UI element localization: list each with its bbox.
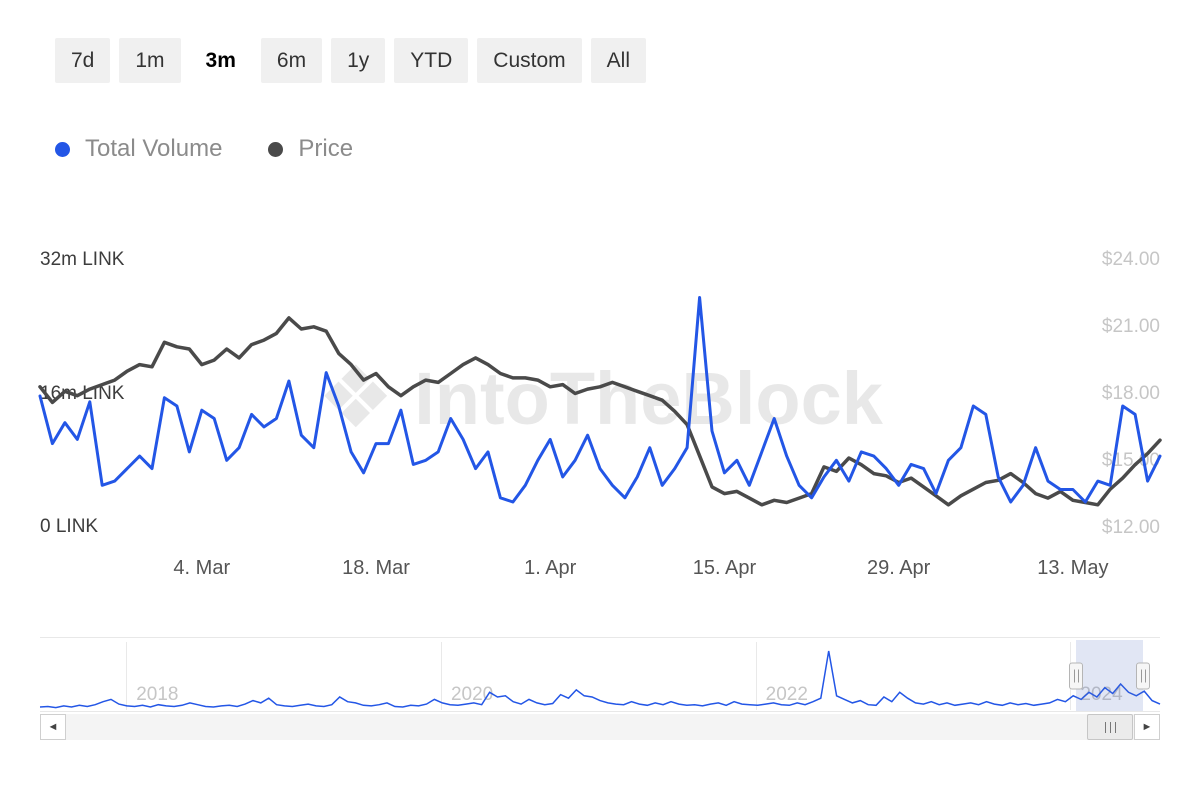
navigator-selection[interactable] <box>1069 640 1151 711</box>
price-line <box>38 316 1162 507</box>
scrollbar-right-arrow-icon[interactable]: ► <box>1134 714 1160 740</box>
x-tick-4-mar: 4. Mar <box>173 557 231 579</box>
scrollbar-track[interactable] <box>66 714 1134 740</box>
x-tick-15-apr: 15. Apr <box>692 557 757 579</box>
y-axis-right-label-21: $21.00 <box>1101 316 1160 337</box>
navigator-year-2018: 2018 <box>126 642 179 710</box>
navigator-top-border <box>40 637 1160 638</box>
y-axis-left-label-0: 0 LINK <box>40 516 99 537</box>
navigator-left-handle[interactable] <box>1069 662 1083 689</box>
navigator-year-2020: 2020 <box>440 642 493 710</box>
legend-label-total-volume: Total Volume <box>85 135 223 162</box>
y-axis-right-label-24: $24.00 <box>1101 249 1160 270</box>
legend: Total Volume Price <box>55 135 353 163</box>
range-button-3m[interactable]: 3m <box>189 38 252 83</box>
x-tick-1-apr: 1. Apr <box>524 557 577 579</box>
range-button-custom[interactable]: Custom <box>477 38 582 83</box>
range-selector: 7d 1m 3m 6m 1y YTD Custom All <box>55 38 646 83</box>
main-chart-plot-area[interactable] <box>38 260 1162 527</box>
range-button-1y[interactable]: 1y <box>331 38 386 83</box>
navigator-right-handle[interactable] <box>1136 662 1151 689</box>
range-button-6m[interactable]: 6m <box>260 38 323 83</box>
range-button-ytd[interactable]: YTD <box>394 38 469 83</box>
legend-label-price: Price <box>298 135 354 162</box>
scrollbar-left-arrow-icon[interactable]: ◄ <box>40 714 66 740</box>
y-axis-left-label-32m: 32m LINK <box>40 249 125 270</box>
scrollbar-thumb[interactable] <box>1087 714 1133 740</box>
x-tick-13-may: 13. May <box>1037 557 1109 579</box>
navigator-bottom-border <box>40 711 1160 712</box>
range-button-1m[interactable]: 1m <box>119 38 181 83</box>
navigator-chart[interactable] <box>39 648 1161 710</box>
y-axis-right-label-18: $18.00 <box>1101 383 1160 404</box>
range-button-7d[interactable]: 7d <box>55 38 111 83</box>
y-axis-right-label-12: $12.00 <box>1101 517 1160 538</box>
x-tick-29-apr: 29. Apr <box>866 557 931 579</box>
navigator-line <box>39 650 1161 709</box>
legend-item-total-volume[interactable]: Total Volume <box>55 135 222 163</box>
navigator-year-2022: 2022 <box>755 642 808 710</box>
range-button-all[interactable]: All <box>590 38 646 83</box>
legend-item-price[interactable]: Price <box>268 135 353 163</box>
x-tick-18-mar: 18. Mar <box>342 557 410 579</box>
volume-line <box>38 296 1162 504</box>
scrollbar: ◄ ► <box>40 714 1160 740</box>
volume-marker-icon <box>55 141 70 157</box>
price-marker-icon <box>268 141 284 157</box>
